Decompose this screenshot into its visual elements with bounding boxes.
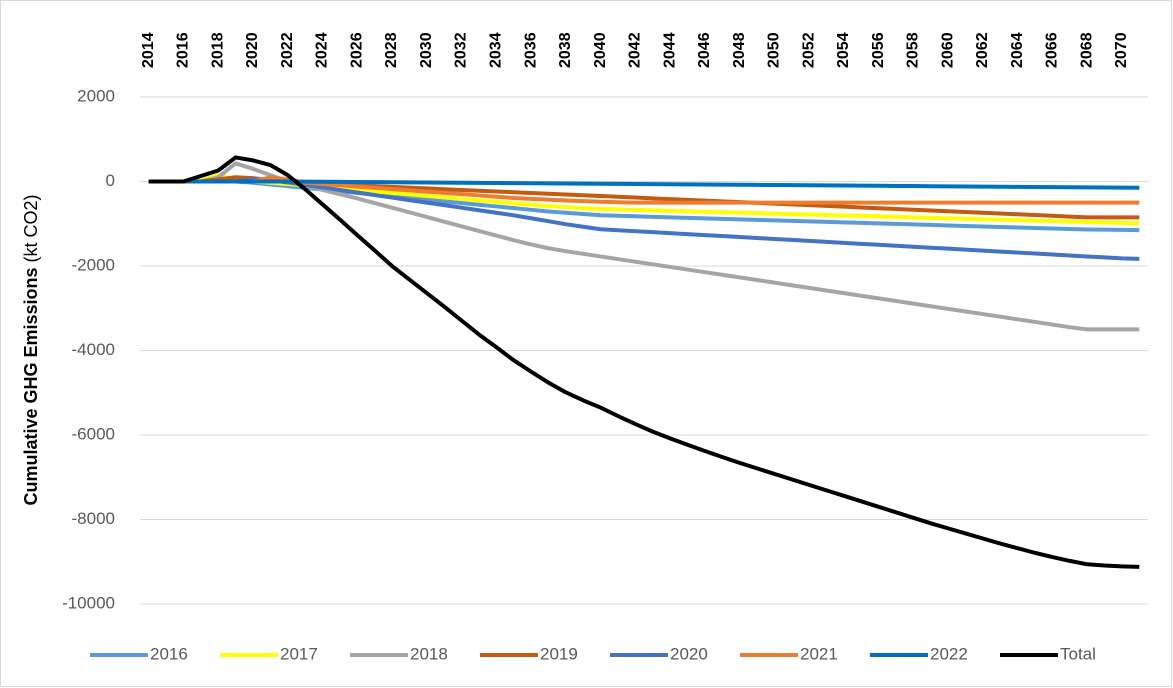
y-tick-label: -4000 [72, 340, 115, 359]
x-tick-label: 2020 [244, 32, 261, 68]
legend-label: 2019 [540, 644, 578, 663]
y-axis-title-unit: (kt CO2) [21, 194, 41, 262]
legend-label: 2016 [150, 644, 188, 663]
x-tick-label: 2034 [487, 32, 504, 68]
x-tick-label: 2036 [522, 32, 539, 68]
x-tick-label: 2054 [835, 32, 852, 68]
x-tick-label: 2050 [766, 32, 783, 68]
y-tick-label: -6000 [72, 424, 115, 443]
x-tick-label: 2016 [175, 32, 192, 68]
legend-label: Total [1060, 644, 1096, 663]
legend-label: 2020 [670, 644, 708, 663]
x-tick-label: 2060 [939, 32, 956, 68]
series-line [148, 179, 1140, 190]
y-tick-label: 2000 [77, 86, 115, 105]
x-tick-label: 2018 [209, 32, 226, 68]
y-tick-label: 0 [106, 171, 115, 190]
x-tick-label: 2070 [1113, 32, 1130, 68]
x-tick-label: 2064 [1009, 32, 1026, 68]
x-tick-label: 2052 [800, 32, 817, 68]
y-tick-label: -8000 [72, 509, 115, 528]
legend-label: 2018 [410, 644, 448, 663]
y-axis-title-main: Cumulative GHG Emissions [21, 267, 41, 505]
legend-label: 2017 [280, 644, 318, 663]
x-tick-label: 2046 [696, 32, 713, 68]
x-tick-label: 2042 [627, 32, 644, 68]
x-tick-label: 2056 [870, 32, 887, 68]
y-axis-title: Cumulative GHG Emissions (kt CO2) [21, 194, 41, 505]
x-tick-label: 2014 [140, 32, 157, 68]
x-tick-label: 2024 [314, 32, 331, 68]
series-line [148, 177, 1140, 261]
x-tick-label: 2066 [1044, 32, 1061, 68]
x-tick-label: 2030 [418, 32, 435, 68]
x-tick-label: 2058 [905, 32, 922, 68]
y-tick-label: -2000 [72, 255, 115, 274]
x-tick-label: 2048 [731, 32, 748, 68]
x-tick-label: 2040 [592, 32, 609, 68]
x-tick-label: 2022 [279, 32, 296, 68]
x-tick-label: 2032 [453, 32, 470, 68]
x-tick-label: 2026 [348, 32, 365, 68]
x-tick-label: 2068 [1078, 32, 1095, 68]
x-tick-label: 2062 [974, 32, 991, 68]
x-tick-label: 2044 [661, 32, 678, 68]
legend-label: 2022 [930, 644, 968, 663]
y-tick-label: -10000 [62, 593, 115, 612]
x-tick-label: 2028 [383, 32, 400, 68]
x-tick-label: 2038 [557, 32, 574, 68]
legend-label: 2021 [800, 644, 838, 663]
series-line [148, 155, 1140, 569]
